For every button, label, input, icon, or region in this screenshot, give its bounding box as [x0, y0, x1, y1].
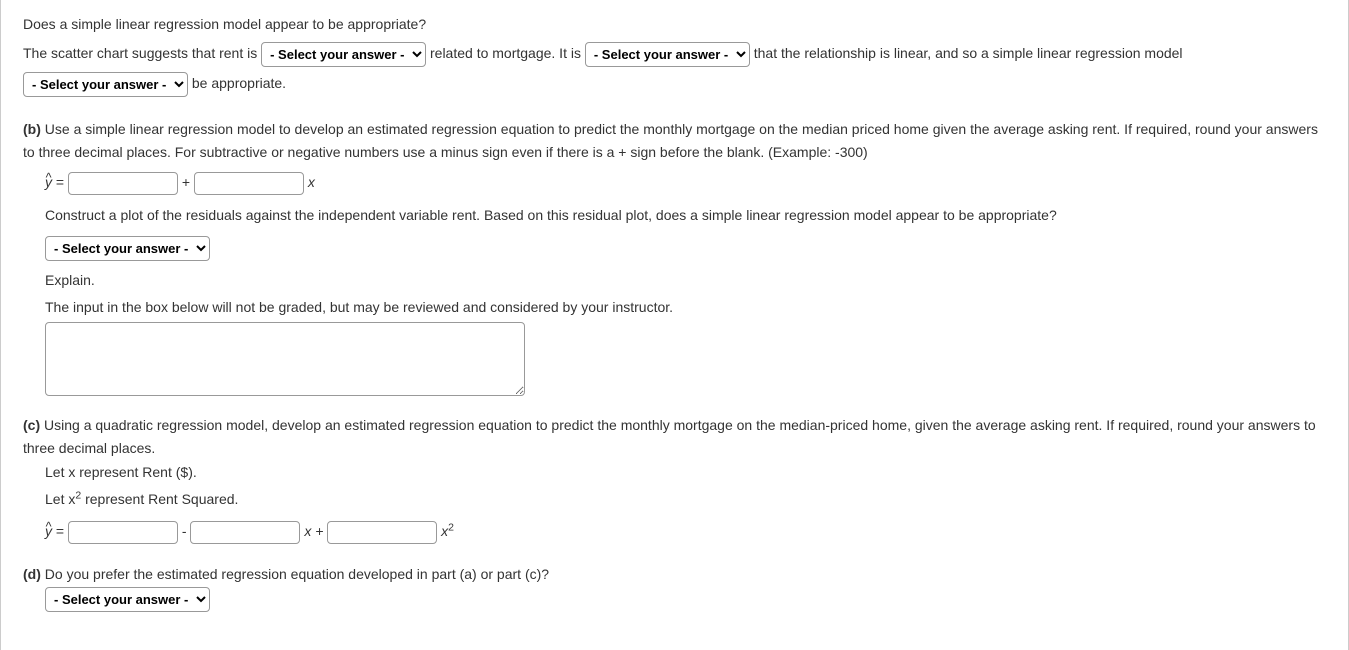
part-b-equation: y = + x — [45, 169, 1326, 196]
let1-pre: Let — [45, 464, 68, 480]
let2-post: represent Rent Squared. — [81, 491, 238, 507]
x-plus-c: x + — [304, 523, 327, 539]
intro-text-4: be appropriate. — [192, 75, 286, 91]
part-b: (b) Use a simple linear regression model… — [23, 118, 1326, 396]
x-symbol: x — [308, 174, 315, 190]
let2-pre: Let — [45, 491, 68, 507]
select-preference[interactable]: - Select your answer - — [45, 587, 210, 612]
explain-textarea[interactable] — [45, 322, 525, 396]
x2-exponent: 2 — [448, 521, 454, 533]
intro-block: Does a simple linear regression model ap… — [23, 10, 1326, 98]
part-c-coef0-input[interactable] — [68, 521, 178, 544]
part-b-body: y = + x Construct a plot of the residual… — [45, 169, 1326, 396]
minus-sign-c: - — [182, 523, 191, 539]
select-residual-appropriate[interactable]: - Select your answer - — [45, 236, 210, 261]
part-d-prompt: Do you prefer the estimated regression e… — [45, 566, 549, 582]
question-page: Does a simple linear regression model ap… — [0, 0, 1349, 650]
intro-text-3: that the relationship is linear, and so … — [754, 45, 1183, 61]
y-hat-symbol: y — [45, 174, 52, 190]
part-b-intro: (b) Use a simple linear regression model… — [23, 118, 1326, 163]
let-x2-line: Let x2 represent Rent Squared. — [45, 486, 1326, 513]
part-c-intro: (c) Using a quadratic regression model, … — [23, 414, 1326, 459]
part-d-label: (d) — [23, 566, 41, 582]
plus-sign: + — [182, 174, 194, 190]
part-c-prompt: Using a quadratic regression model, deve… — [23, 417, 1316, 455]
intro-sentence: The scatter chart suggests that rent is … — [23, 39, 1326, 98]
equals-sign-c: = — [56, 523, 68, 539]
part-c-equation: y = - x + x2 — [45, 518, 1326, 545]
part-c-coef1-input[interactable] — [190, 521, 300, 544]
part-b-residual-prompt: Construct a plot of the residuals agains… — [45, 202, 1326, 229]
part-b-slope-input[interactable] — [194, 172, 304, 195]
part-b-intercept-input[interactable] — [68, 172, 178, 195]
select-model-appropriate[interactable]: - Select your answer - — [23, 72, 188, 97]
let-x-line: Let x represent Rent ($). — [45, 459, 1326, 486]
part-c: (c) Using a quadratic regression model, … — [23, 414, 1326, 545]
select-rent-relation[interactable]: - Select your answer - — [261, 42, 426, 67]
part-d-body: - Select your answer - — [45, 585, 1326, 612]
select-linear-claim[interactable]: - Select your answer - — [585, 42, 750, 67]
part-d-intro: (d) Do you prefer the estimated regressi… — [23, 563, 1326, 585]
part-b-prompt: Use a simple linear regression model to … — [23, 121, 1318, 159]
let1-post: represent Rent ($). — [75, 464, 196, 480]
part-d: (d) Do you prefer the estimated regressi… — [23, 563, 1326, 612]
part-c-label: (c) — [23, 417, 40, 433]
part-c-coef2-input[interactable] — [327, 521, 437, 544]
x2-term: x2 — [441, 523, 454, 539]
intro-text-2: related to mortgage. It is — [430, 45, 585, 61]
intro-text-1: The scatter chart suggests that rent is — [23, 45, 261, 61]
intro-question: Does a simple linear regression model ap… — [23, 10, 1326, 39]
part-b-label: (b) — [23, 121, 41, 137]
explain-label: Explain. — [45, 267, 1326, 294]
explain-note: The input in the box below will not be g… — [45, 294, 1326, 321]
y-hat-symbol-c: y — [45, 523, 52, 539]
part-c-body: Let x represent Rent ($). Let x2 represe… — [45, 459, 1326, 545]
equals-sign: = — [56, 174, 68, 190]
